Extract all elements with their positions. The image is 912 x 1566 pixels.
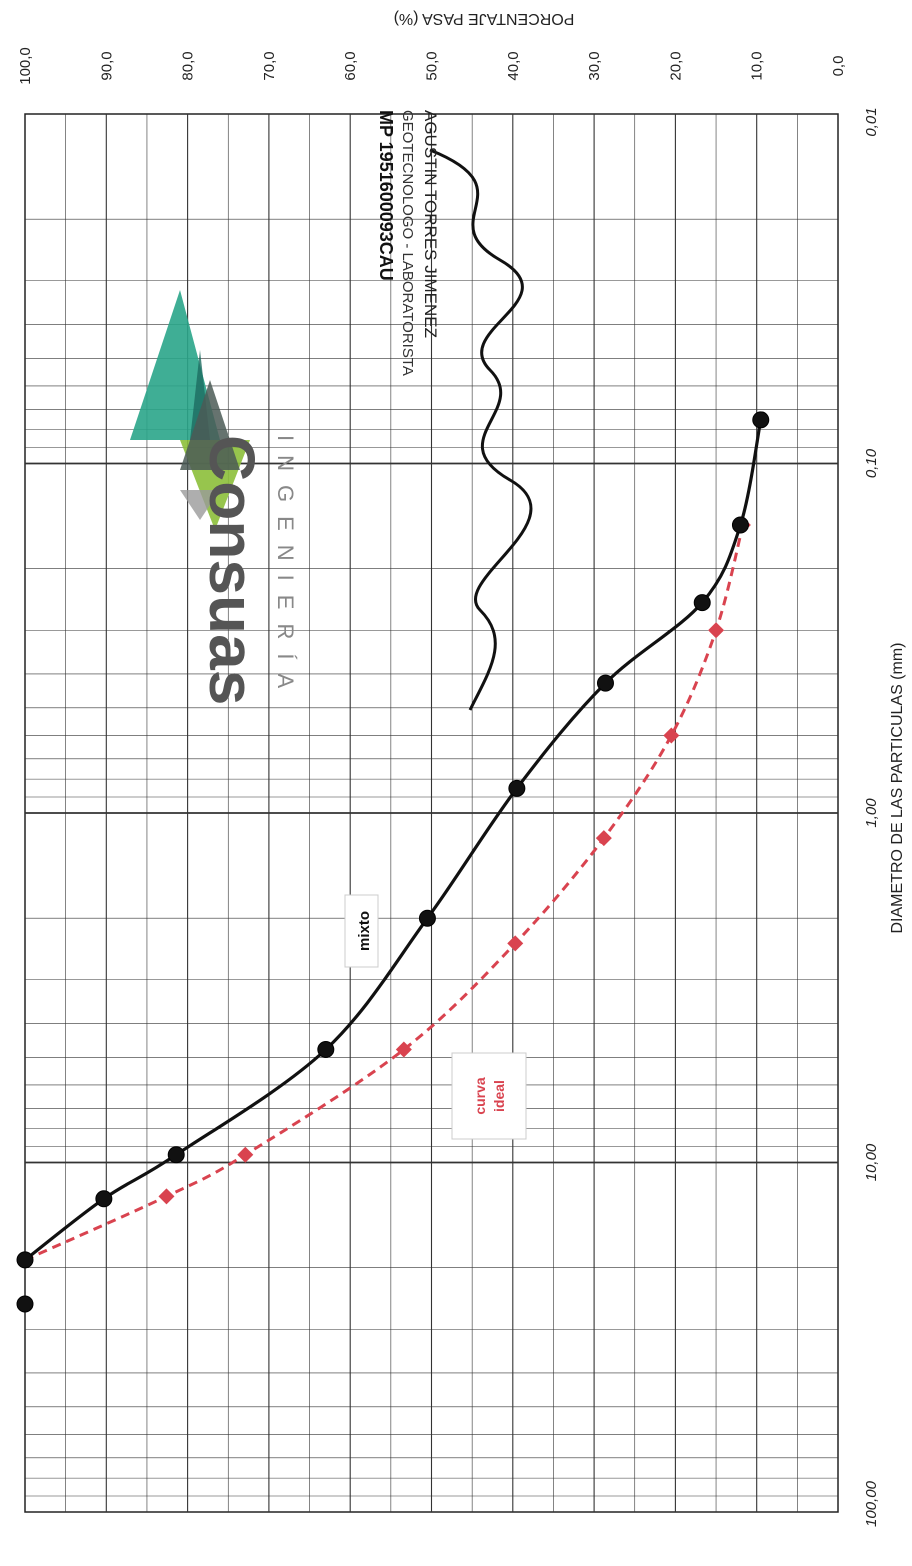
- data-point-curva-ideal: [395, 1041, 412, 1058]
- y-axis-title: PORCENTAJE PASA (%): [394, 10, 575, 27]
- ideal-label-line1: curva: [472, 1077, 488, 1115]
- x-tick-label: 10,00: [863, 1143, 880, 1181]
- series-line-mixto: [24, 419, 763, 1262]
- y-tick-label: 100,0: [17, 47, 34, 85]
- data-point-curva-ideal: [507, 935, 524, 952]
- data-point-mixto: [317, 1041, 335, 1059]
- y-tick-label: 90,0: [98, 51, 115, 80]
- consuas-logo: Consuas INGENIERÍA: [130, 290, 298, 705]
- grid: [24, 113, 839, 1513]
- y-tick-label: 70,0: [261, 51, 278, 80]
- x-tick-label: 1,00: [863, 798, 880, 828]
- series-layer: [16, 411, 770, 1313]
- data-point-curva-ideal: [158, 1188, 175, 1205]
- mixto-label: mixto: [356, 911, 373, 951]
- data-point-curva-ideal: [708, 622, 725, 639]
- data-point-curva-ideal: [237, 1146, 254, 1163]
- logo-subtitle: INGENIERÍA: [273, 435, 298, 702]
- y-tick-label: 0,0: [830, 56, 847, 77]
- data-point-mixto: [16, 1295, 34, 1313]
- data-point-mixto: [95, 1190, 113, 1208]
- logo-light-shape: [180, 490, 220, 520]
- y-tick-label: 40,0: [505, 51, 522, 80]
- logo-gray-shape: [180, 380, 240, 470]
- x-tick-label: 100,00: [863, 1480, 880, 1527]
- tick-labels: 0,010,020,030,040,050,060,070,080,090,01…: [17, 47, 880, 1527]
- x-tick-label: 0,01: [863, 107, 880, 136]
- y-tick-label: 30,0: [586, 51, 603, 80]
- y-tick-label: 80,0: [180, 51, 197, 80]
- data-point-mixto: [596, 674, 614, 692]
- professional-stamp: AGUSTIN TORRES JIMENEZ GEOTECNOLOGO - LA…: [376, 110, 533, 711]
- series-line-curva-ideal: [24, 524, 745, 1262]
- y-tick-label: 10,0: [749, 51, 766, 80]
- data-point-mixto: [508, 779, 526, 797]
- data-point-mixto: [731, 516, 749, 534]
- stamp-mp: MP 1951600093CAU: [376, 110, 396, 281]
- data-point-curva-ideal: [663, 727, 680, 744]
- data-point-mixto: [16, 1251, 34, 1269]
- ideal-label-box: curva ideal: [451, 1052, 527, 1140]
- data-point-mixto: [167, 1146, 185, 1164]
- data-point-mixto: [418, 909, 436, 927]
- signature-mark: [429, 148, 533, 711]
- mixto-label-box: mixto: [344, 894, 379, 968]
- data-point-mixto: [752, 411, 770, 429]
- y-tick-label: 20,0: [667, 51, 684, 80]
- x-axis-title: DIAMETRO DE LAS PARTICULAS (mm): [889, 643, 906, 934]
- y-tick-label: 60,0: [342, 51, 359, 80]
- x-tick-label: 0,10: [863, 448, 880, 478]
- data-point-mixto: [693, 594, 711, 612]
- data-point-curva-ideal: [595, 830, 612, 847]
- y-tick-label: 50,0: [424, 51, 441, 80]
- stamp-name: AGUSTIN TORRES JIMENEZ: [421, 110, 440, 338]
- logo-name: Consuas: [196, 435, 268, 705]
- stamp-role: GEOTECNOLOGO - LABORATORISTA: [399, 110, 416, 376]
- ideal-label-line2: ideal: [491, 1080, 507, 1112]
